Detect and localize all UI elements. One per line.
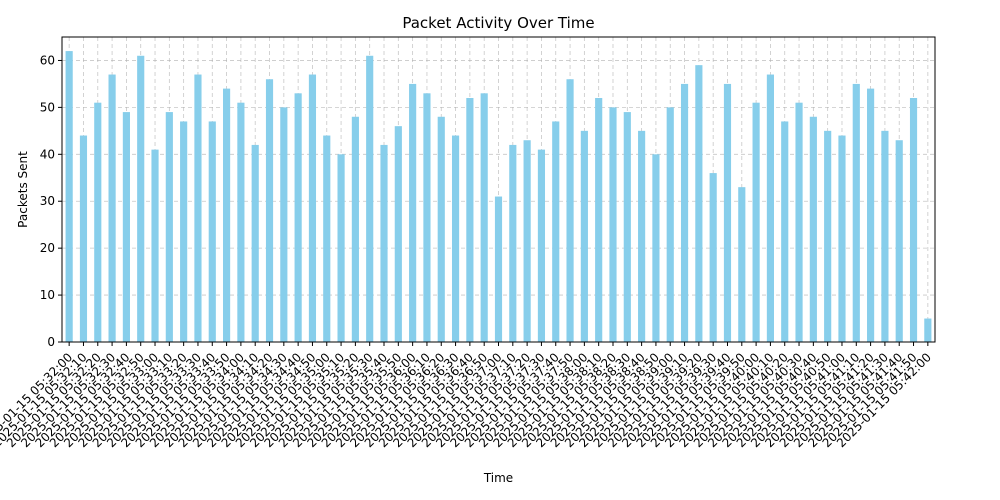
bar (809, 116, 817, 343)
bar (537, 149, 546, 342)
bar (351, 116, 359, 343)
bar (509, 144, 517, 342)
y-tick-label: 50 (40, 100, 55, 114)
bar (623, 112, 631, 342)
bar (337, 154, 345, 342)
chart-title: Packet Activity Over Time (402, 14, 594, 32)
bar (437, 116, 445, 343)
bar (165, 112, 173, 342)
bar (65, 51, 73, 342)
bar (308, 74, 317, 343)
bar (638, 130, 646, 342)
bar (666, 107, 674, 342)
bar (409, 83, 417, 342)
bar (423, 93, 431, 342)
bar (265, 79, 274, 342)
bar (909, 98, 918, 342)
bar (680, 83, 689, 342)
bar (652, 154, 660, 342)
bar (552, 121, 560, 342)
y-tick-label: 60 (40, 53, 55, 67)
bar (451, 135, 460, 342)
bar (709, 173, 717, 342)
bar (380, 144, 388, 342)
bar (881, 130, 889, 342)
bar (366, 55, 374, 343)
y-axis-label: Packets Sent (16, 151, 30, 228)
y-tick-label: 0 (47, 335, 55, 349)
bar (251, 144, 259, 342)
bar (824, 130, 832, 342)
bar (294, 93, 302, 342)
bar (466, 98, 474, 342)
bar (280, 107, 288, 342)
bar (781, 121, 789, 342)
bar (237, 102, 245, 342)
bar (394, 126, 402, 343)
bar (494, 196, 503, 342)
bar (867, 88, 875, 342)
bar (122, 112, 130, 342)
bar (752, 102, 760, 342)
bar (795, 102, 803, 342)
bar (766, 74, 774, 343)
bar (137, 55, 145, 343)
bar (480, 93, 488, 342)
y-tick-label: 40 (40, 147, 55, 161)
bar (523, 140, 531, 342)
y-tick-label: 10 (40, 288, 55, 302)
x-axis-label: Time (483, 471, 513, 485)
bar (108, 74, 116, 343)
bar (151, 149, 159, 342)
bar (223, 88, 231, 342)
bar (323, 135, 331, 342)
bar (580, 130, 588, 342)
bar (180, 121, 188, 342)
bar (609, 107, 617, 342)
y-tick-label: 30 (40, 194, 55, 208)
bar (924, 318, 932, 342)
bar (94, 102, 102, 342)
y-axis-ticks: 0 10 20 30 40 50 60 (40, 53, 62, 349)
bar (566, 79, 574, 342)
bar (895, 140, 903, 342)
bar (695, 65, 703, 343)
bar (595, 98, 603, 342)
bar (852, 83, 860, 342)
bar (194, 74, 202, 343)
bar (838, 135, 846, 342)
y-tick-label: 20 (40, 241, 55, 255)
bar (738, 187, 746, 342)
bars (65, 51, 932, 343)
bar (208, 121, 216, 342)
bar (723, 83, 732, 342)
bar (79, 135, 88, 342)
